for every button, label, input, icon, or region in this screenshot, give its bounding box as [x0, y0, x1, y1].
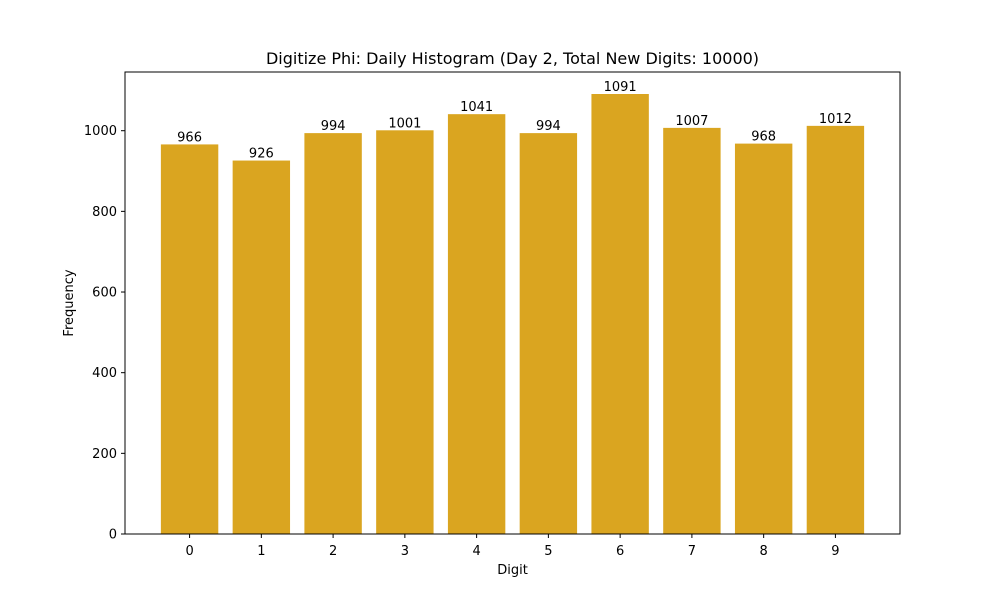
x-axis-label: Digit	[497, 563, 528, 578]
data-label-6: 1091	[604, 80, 637, 95]
bar-2	[304, 133, 362, 535]
bar-4	[447, 114, 506, 535]
y-tick-label-800: 800	[92, 205, 117, 220]
x-tick-label-3: 3	[401, 544, 409, 559]
plot-area-frame	[124, 71, 901, 535]
x-tick-label-1: 1	[257, 544, 265, 559]
y-tick-label-0: 0	[109, 528, 117, 543]
bar-3	[376, 130, 434, 534]
y-tick-label-400: 400	[92, 366, 117, 381]
bar-1	[232, 160, 291, 535]
data-label-3: 1001	[388, 116, 421, 131]
data-label-7: 1007	[675, 114, 708, 129]
bars-layer	[160, 94, 865, 535]
x-tick-label-0: 0	[185, 544, 193, 559]
bar-0	[160, 144, 219, 534]
y-tick-label-600: 600	[92, 286, 117, 301]
y-tick-label-1000: 1000	[84, 124, 117, 139]
y-axis-ticks: 0 200 400 600 800 1000	[84, 124, 125, 543]
x-tick-label-2: 2	[329, 544, 337, 559]
y-tick-label-200: 200	[92, 447, 117, 462]
data-label-2: 994	[321, 119, 346, 134]
data-label-5: 994	[536, 119, 561, 134]
x-tick-label-4: 4	[472, 544, 480, 559]
x-tick-label-8: 8	[760, 544, 768, 559]
bar-5	[519, 133, 578, 535]
bar-7	[663, 127, 721, 535]
bar-8	[734, 143, 793, 534]
y-axis-label: Frequency	[62, 269, 77, 336]
bar-6	[591, 94, 649, 534]
data-label-0: 966	[177, 130, 202, 145]
data-label-8: 968	[751, 130, 776, 145]
x-tick-label-7: 7	[688, 544, 696, 559]
data-label-4: 1041	[460, 100, 493, 115]
bar-9	[806, 125, 865, 534]
x-tick-label-6: 6	[616, 544, 624, 559]
data-labels-layer: 966 926 994 1001 1041 994 1091 1007 968 1012	[177, 80, 852, 162]
chart-title: Digitize Phi: Daily Histogram (Day 2, To…	[266, 49, 759, 68]
x-tick-label-5: 5	[544, 544, 552, 559]
x-tick-label-9: 9	[831, 544, 839, 559]
data-label-9: 1012	[819, 112, 852, 127]
data-label-1: 926	[249, 147, 274, 162]
x-axis-ticks: 0 1 2 3 4 5 6 7 8 9	[185, 534, 840, 559]
